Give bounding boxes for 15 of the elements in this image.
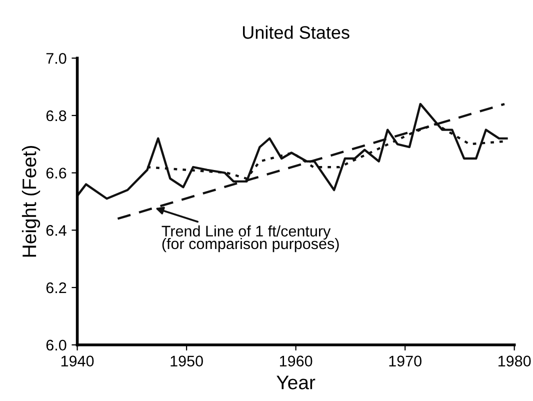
y-tick-label: 6.8	[46, 110, 66, 122]
x-tick-label: 1970	[389, 356, 422, 366]
y-axis-title: Height (Feet)	[22, 146, 40, 257]
y-tick-label: 6.0	[46, 340, 66, 351]
y-tick-label: 6.6	[46, 168, 66, 179]
x-tick-label: 1940	[61, 356, 94, 366]
y-tick-label: 6.4	[46, 225, 66, 236]
y-tick-label: 6.2	[46, 282, 66, 294]
x-tick-label: 1960	[280, 356, 312, 366]
x-axis-title: Year	[276, 376, 316, 390]
annotation: Trend Line of 1 ft/century (for comparison purposes)	[162, 225, 339, 252]
chart-title: United States	[243, 26, 350, 39]
y-tick-label: 7.0	[46, 53, 66, 64]
x-tick-label: 1950	[170, 356, 203, 366]
x-tick-label: 1980	[498, 356, 531, 366]
